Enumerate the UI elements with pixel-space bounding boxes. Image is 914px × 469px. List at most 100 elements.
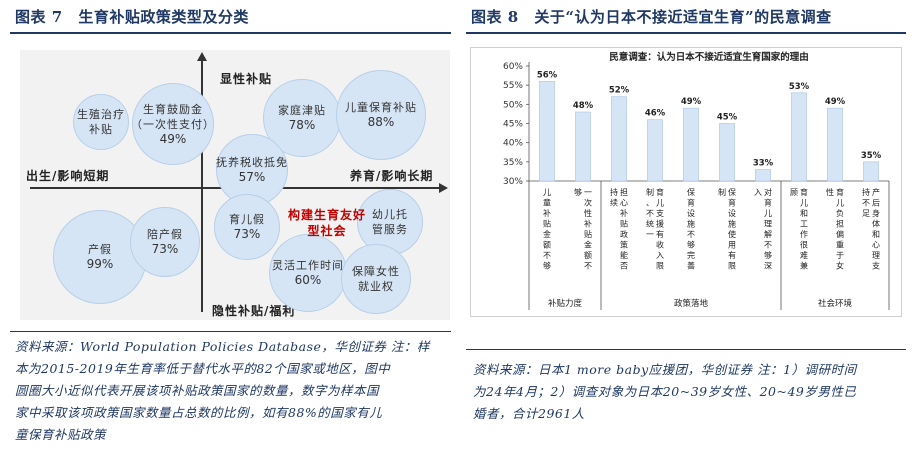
x-category-label: 担心补贴政策能否持续 (610, 187, 628, 271)
survey-bar-chart: 民意调查：认为日本不接近适宜生育国家的理由 30% 35% 40% 45% 50% 55% 6… (470, 47, 902, 317)
bubble-label: 补贴 (89, 123, 113, 136)
bar (575, 111, 591, 182)
bubble-label: 产假 (88, 243, 112, 256)
source-line: 圆圈大小近似代表开展该项补贴政策国家的数量，数字为样本国 (15, 383, 380, 398)
bubble-label: 育儿假 (229, 213, 265, 226)
bar-value-label: 33% (753, 159, 774, 169)
bar-value-label: 49% (681, 97, 702, 107)
bubble-birth-bonus: 生育鼓励金 （一次性支付） 49% (131, 83, 215, 165)
bar-chart-title: 民意调查：认为日本不接近适宜生育国家的理由 (609, 51, 809, 63)
y-tick-label: 45% (503, 120, 523, 130)
bar-value-label: 46% (645, 109, 666, 119)
y-tick-label: 55% (503, 81, 523, 91)
right-title-rule (466, 32, 906, 34)
bar-value-label: 49% (825, 97, 846, 107)
source-line: 资料来源：World Population Policies Database，… (15, 339, 430, 354)
center-note-line: 型社会 (307, 224, 347, 238)
source-line: 为24年4月；2）调查对象为日本20~39岁女性、20~49岁男性已 (473, 384, 857, 399)
bubble-percent: 57% (238, 170, 266, 184)
x-category-label: 保育设施不够完善 (687, 187, 695, 271)
x-category-label: 育儿和工作很难兼顾 (790, 187, 808, 271)
source-line: 本为2015-2019年生育率低于替代水平的82个国家或地区，图中 (15, 361, 391, 376)
bar (863, 161, 879, 182)
bar (827, 107, 843, 182)
source-line: 童保育补贴政策 (15, 427, 107, 442)
policy-bubble-chart: 显性补贴 隐性补贴/福利 出生/影响短期 养育/影响长期 生殖治疗 补贴 生育鼓… (20, 50, 450, 320)
left-source-rule (10, 331, 451, 332)
bubble-percent: 49% (159, 131, 187, 146)
bubble-percent: 99% (86, 257, 114, 271)
bubble-flexible-hours: 灵活工作时间 60% (269, 234, 347, 312)
left-figure-title: 图表 7 生育补贴政策类型及分类 (15, 6, 249, 30)
y-tick-label: 40% (503, 139, 523, 149)
y-tick-label: 50% (503, 100, 523, 110)
source-line: 家中采取该项政策国家数量占总数的比例，如有88%的国家有儿 (15, 405, 383, 420)
bubble-label: 陪产假 (147, 228, 183, 241)
bubble-maternity-leave: 产假 99% (53, 210, 147, 304)
bubble-label: （一次性支付） (131, 117, 215, 131)
bubble-percent: 73% (151, 242, 179, 256)
bubble-parental-leave: 育儿假 73% (214, 194, 280, 260)
source-line: 资料来源：日本1 more baby应援团，华创证券 注：1）调研时间 (473, 362, 857, 377)
x-category-label: 保育设施使用有限制 (718, 187, 736, 271)
bar (647, 119, 663, 182)
bar-value-label: 45% (717, 113, 738, 123)
left-figure-name: 生育补贴政策类型及分类 (78, 8, 249, 26)
bubble-employment-rights: 保障女性 就业权 (341, 244, 411, 314)
left-title-rule (10, 32, 451, 34)
bar (791, 92, 807, 182)
bar-value-label: 56% (537, 70, 558, 80)
bubble-label: 家庭津贴 (278, 104, 326, 117)
right-figure-label: 图表 8 (471, 8, 519, 26)
right-figure-title: 图表 8 关于“认为日本不接近适宜生育”的民意调查 (471, 6, 832, 30)
y-tick-label: 60% (503, 62, 523, 72)
bubble-percent: 88% (367, 115, 395, 129)
axis-label-left: 出生/影响短期 (26, 169, 110, 183)
survey-bar-svg: 民意调查：认为日本不接近适宜生育国家的理由 30% 35% 40% 45% 50% 55% 6… (503, 51, 890, 310)
bubble-family-allowance: 家庭津贴 78% (263, 79, 341, 157)
center-note: 构建生育友好 型社会 (282, 207, 372, 239)
axis-label-right: 养育/影响长期 (350, 169, 434, 183)
y-tick-label: 35% (503, 158, 523, 168)
bar (683, 107, 699, 182)
right-source-rule (466, 349, 906, 350)
bar-value-label: 35% (861, 151, 882, 161)
center-note-line: 构建生育友好 (287, 208, 366, 222)
x-category-label: 儿童补贴金额不够 (543, 188, 551, 271)
group-label: 补贴力度 (548, 298, 583, 309)
x-category-label: 产后身体和心理支持不足 (862, 187, 880, 271)
bubble-childcare-subsidy: 儿童保育补贴 88% (336, 70, 426, 160)
bubble-label: 生育鼓励金 (143, 102, 203, 116)
bubble-label: 抚养税收抵免 (216, 156, 288, 169)
bar (611, 96, 627, 182)
bubble-percent: 78% (288, 118, 316, 132)
bubble-label: 保障女性 (352, 265, 400, 278)
bubble-label: 就业权 (358, 280, 394, 293)
bubble-paternity-leave: 陪产假 73% (130, 207, 200, 277)
left-figure-label: 图表 7 (15, 8, 63, 26)
bubble-percent: 60% (294, 273, 322, 287)
right-figure-name: 关于“认为日本不接近适宜生育”的民意调查 (534, 8, 832, 26)
bubble-label: 管服务 (372, 223, 408, 236)
left-source-note: 资料来源：World Population Policies Database，… (15, 336, 455, 446)
bar-value-label: 48% (573, 101, 594, 111)
bar (755, 169, 771, 182)
group-label: 社会环境 (818, 298, 853, 309)
group-label: 政策落地 (674, 298, 709, 309)
y-tick-label: 30% (503, 177, 523, 187)
bubble-label: 灵活工作时间 (272, 259, 344, 272)
bar-value-label: 52% (609, 86, 630, 96)
bar (719, 123, 735, 182)
right-source-note: 资料来源：日本1 more baby应援团，华创证券 注：1）调研时间 为24年… (473, 359, 909, 425)
x-category-label: 对育儿理解不够深入 (754, 187, 772, 271)
bubble-label: 儿童保育补贴 (345, 101, 417, 114)
bar-value-label: 53% (789, 82, 810, 92)
up-arrow-icon (197, 52, 207, 61)
bar (539, 81, 555, 182)
bubble-label: 幼儿托 (372, 208, 408, 221)
bubble-label: 生殖治疗 (77, 108, 125, 121)
source-line: 婚者，合计2961人 (473, 406, 585, 421)
x-category-label: 育儿负担偏重于女性 (826, 187, 844, 271)
x-category-label: 育儿支援有收入限制、不统一 (646, 187, 664, 271)
axis-label-bottom: 隐性补贴/福利 (212, 304, 296, 318)
